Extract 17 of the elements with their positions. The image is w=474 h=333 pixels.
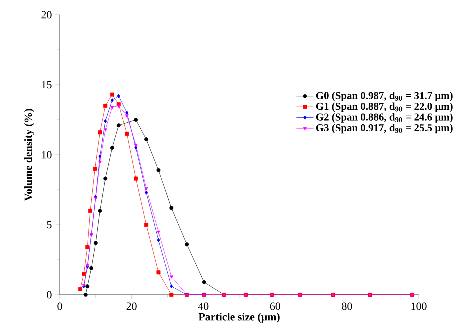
y-tick-label: 15 — [42, 81, 52, 89]
y-tick-label: 10 — [42, 151, 52, 159]
x-tick-label: 0 — [58, 302, 62, 310]
y-tick-label: 0 — [47, 291, 52, 299]
x-tick-label: 60 — [270, 302, 280, 310]
x-tick-label: 40 — [198, 302, 209, 310]
x-tick-label: 20 — [126, 302, 137, 310]
x-tick-label: 100 — [412, 302, 427, 310]
legend-label: G1 (Span 0.887, d$_{90}$ = 22.0 μm) — [316, 102, 453, 112]
legend-label: G0 (Span 0.987, d$_{90}$ = 31.7 μm) — [316, 92, 453, 102]
y-tick-label: 20 — [42, 11, 52, 19]
x-axis-title: Particle size (μm) — [198, 313, 280, 323]
x-tick-label: 80 — [342, 302, 352, 310]
y-tick-label: 5 — [47, 221, 52, 229]
y-axis-title: Volume density (%) — [24, 109, 34, 202]
legend-label: G2 (Span 0.886, d$_{90}$ = 24.6 μm) — [316, 113, 453, 123]
legend-label: G3 (Span 0.917, d$_{90}$ = 25.5 μm) — [316, 124, 453, 134]
